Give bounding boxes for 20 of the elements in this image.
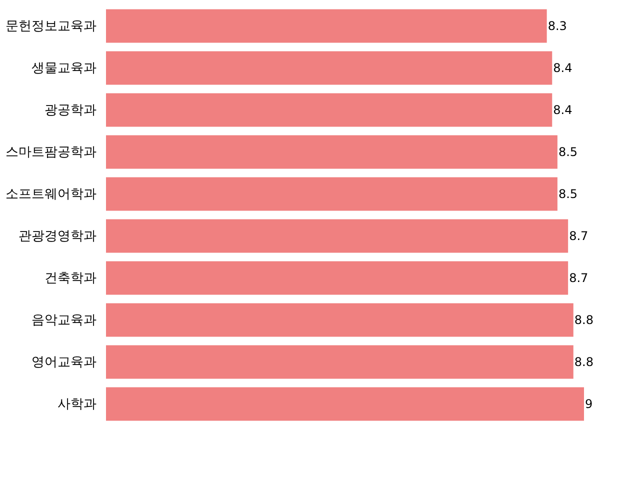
y-tick-label: 관광경영학과 [18, 229, 96, 244]
data-label: 8.5 [558, 145, 578, 159]
y-tick-label: 건축학과 [44, 271, 96, 286]
y-tick-label: 문헌정보교육과 [6, 19, 96, 34]
data-label: 8.5 [558, 187, 578, 201]
y-tick-label: 스마트팜공학과 [6, 145, 96, 160]
data-label: 8.3 [548, 19, 567, 33]
data-label: 8.7 [569, 229, 588, 243]
data-label: 8.4 [553, 61, 572, 75]
y-tick-label: 소프트웨어학과 [6, 187, 96, 202]
y-tick-label: 음악교육과 [32, 313, 96, 328]
y-tick-label: 광공학과 [44, 103, 96, 118]
data-label: 8.4 [553, 103, 572, 117]
y-tick-label: 영어교육과 [32, 355, 96, 370]
data-label: 8.8 [574, 313, 594, 327]
y-tick-label: 생물교육과 [32, 61, 96, 76]
data-label: 8.7 [569, 271, 588, 285]
y-tick-label: 사학과 [58, 397, 96, 412]
data-label: 8.8 [574, 355, 594, 369]
data-label: 9 [585, 397, 593, 411]
